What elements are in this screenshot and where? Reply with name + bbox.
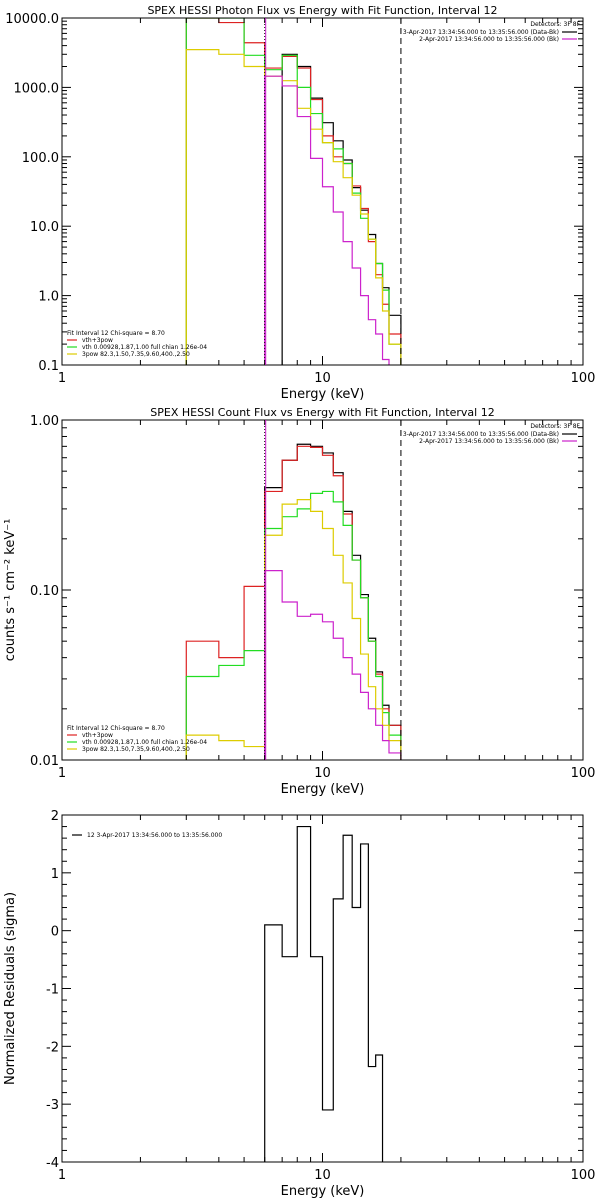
chart1-y-tick-label: 1000.0 — [14, 81, 60, 96]
chart1-title: SPEX HESSI Photon Flux vs Energy with Fi… — [147, 4, 497, 17]
chart2-frame — [61, 419, 584, 761]
chart2-legend-entry: 3pow 82.3,1.50,7.35,9.60,400.,2.50 — [82, 746, 190, 753]
chart3-x-tick-label: 1 — [58, 1168, 66, 1183]
chart1-frame — [61, 17, 584, 366]
chart2-x-tick-label: 100 — [571, 766, 596, 781]
chart2-x-tick-label: 1 — [58, 766, 66, 781]
chart3-y-tick-label: -2 — [46, 1040, 59, 1055]
chart2-series-3-histogram — [185, 499, 402, 760]
chart2-x-tick-label: 10 — [314, 766, 331, 781]
chart2-y-axis-label: counts s⁻¹ cm⁻² keV⁻¹ — [3, 519, 18, 662]
chart1-x-tick-label: 10 — [314, 371, 331, 386]
chart2-y-tick-label: 0.10 — [30, 584, 59, 599]
chart1-x-axis-label: Energy (keV) — [281, 387, 365, 402]
chart2-legend-entry: vth 0.00928,1.87,1.00 full chian 1.26e-0… — [82, 739, 207, 746]
chart3-plot-area — [264, 825, 384, 1162]
chart3-x-tick-label: 10 — [314, 1168, 331, 1183]
chart1-plot-area — [185, 18, 402, 365]
chart3-x-tick-label: 100 — [571, 1168, 596, 1183]
chart2-series-2-histogram — [185, 490, 402, 760]
chart1-detectors-label: Detectors: 3F 8F — [530, 21, 580, 28]
chart1-legend-entry: vth 0.00928,1.87,1.00 full chian 1.26e-0… — [82, 344, 207, 351]
chart3-y-tick-label: 2 — [51, 809, 59, 824]
chart2-detectors-label: Detectors: 3F 8F — [530, 423, 580, 430]
chart1-legend-header: Fit Interval 12 Chi-square = 8.70 — [67, 330, 165, 337]
chart3-legend-entry: 12 3-Apr-2017 13:34:56.000 to 13:35:56.0… — [87, 832, 222, 839]
chart2-y-tick-label: 1.00 — [30, 414, 59, 429]
chart3-y-tick-label: -4 — [46, 1156, 59, 1171]
chart1-y-tick-label: 0.1 — [38, 359, 59, 374]
chart2-title: SPEX HESSI Count Flux vs Energy with Fit… — [150, 406, 494, 419]
chart2-interval-label: 2-Apr-2017 13:34:56.000 to 13:35:56.000 … — [419, 438, 559, 445]
chart1-y-tick-label: 10.0 — [30, 220, 59, 235]
chart2-series-4-histogram — [264, 570, 402, 760]
chart3-y-tick-label: -1 — [46, 983, 59, 998]
chart1-interval-label: 2-Apr-2017 13:34:56.000 to 13:35:56.000 … — [419, 36, 559, 43]
chart3-x-axis-label: Energy (keV) — [281, 1184, 365, 1199]
chart2-legend-header: Fit Interval 12 Chi-square = 8.70 — [67, 725, 165, 732]
chart1-x-tick-label: 100 — [571, 371, 596, 386]
chart2-series-1-histogram — [185, 445, 402, 760]
chart1-y-tick-label: 10000.0 — [5, 12, 59, 27]
chart1-legend-entry: 3pow 82.3,1.50,7.35,9.60,400.,2.50 — [82, 351, 190, 358]
chart1-series-0-histogram — [281, 53, 402, 365]
chart2-legend-entry: vth+3pow — [82, 732, 113, 739]
chart1-series-3-histogram — [185, 49, 402, 365]
chart1-series-4-histogram — [264, 75, 390, 365]
chart1-legend-entry: vth+3pow — [82, 337, 113, 344]
chart1-interval-label: 3-Apr-2017 13:34:56.000 to 13:35:56.000 … — [403, 29, 559, 36]
chart2-x-axis-label: Energy (keV) — [281, 782, 365, 797]
chart3-y-tick-label: 1 — [51, 867, 59, 882]
chart3-y-axis-label: Normalized Residuals (sigma) — [3, 892, 18, 1085]
chart1-y-tick-label: 100.0 — [22, 151, 59, 166]
chart3-y-tick-label: -3 — [46, 1098, 59, 1113]
chart2-plot-area — [185, 443, 402, 760]
chart3-series-0-histogram — [264, 825, 384, 1162]
chart2-y-tick-label: 0.01 — [30, 754, 59, 769]
chart3-y-tick-label: 0 — [51, 925, 59, 940]
chart2-interval-label: 3-Apr-2017 13:34:56.000 to 13:35:56.000 … — [403, 431, 559, 438]
chart1-y-tick-label: 1.0 — [38, 290, 59, 305]
chart1-x-tick-label: 1 — [58, 371, 66, 386]
